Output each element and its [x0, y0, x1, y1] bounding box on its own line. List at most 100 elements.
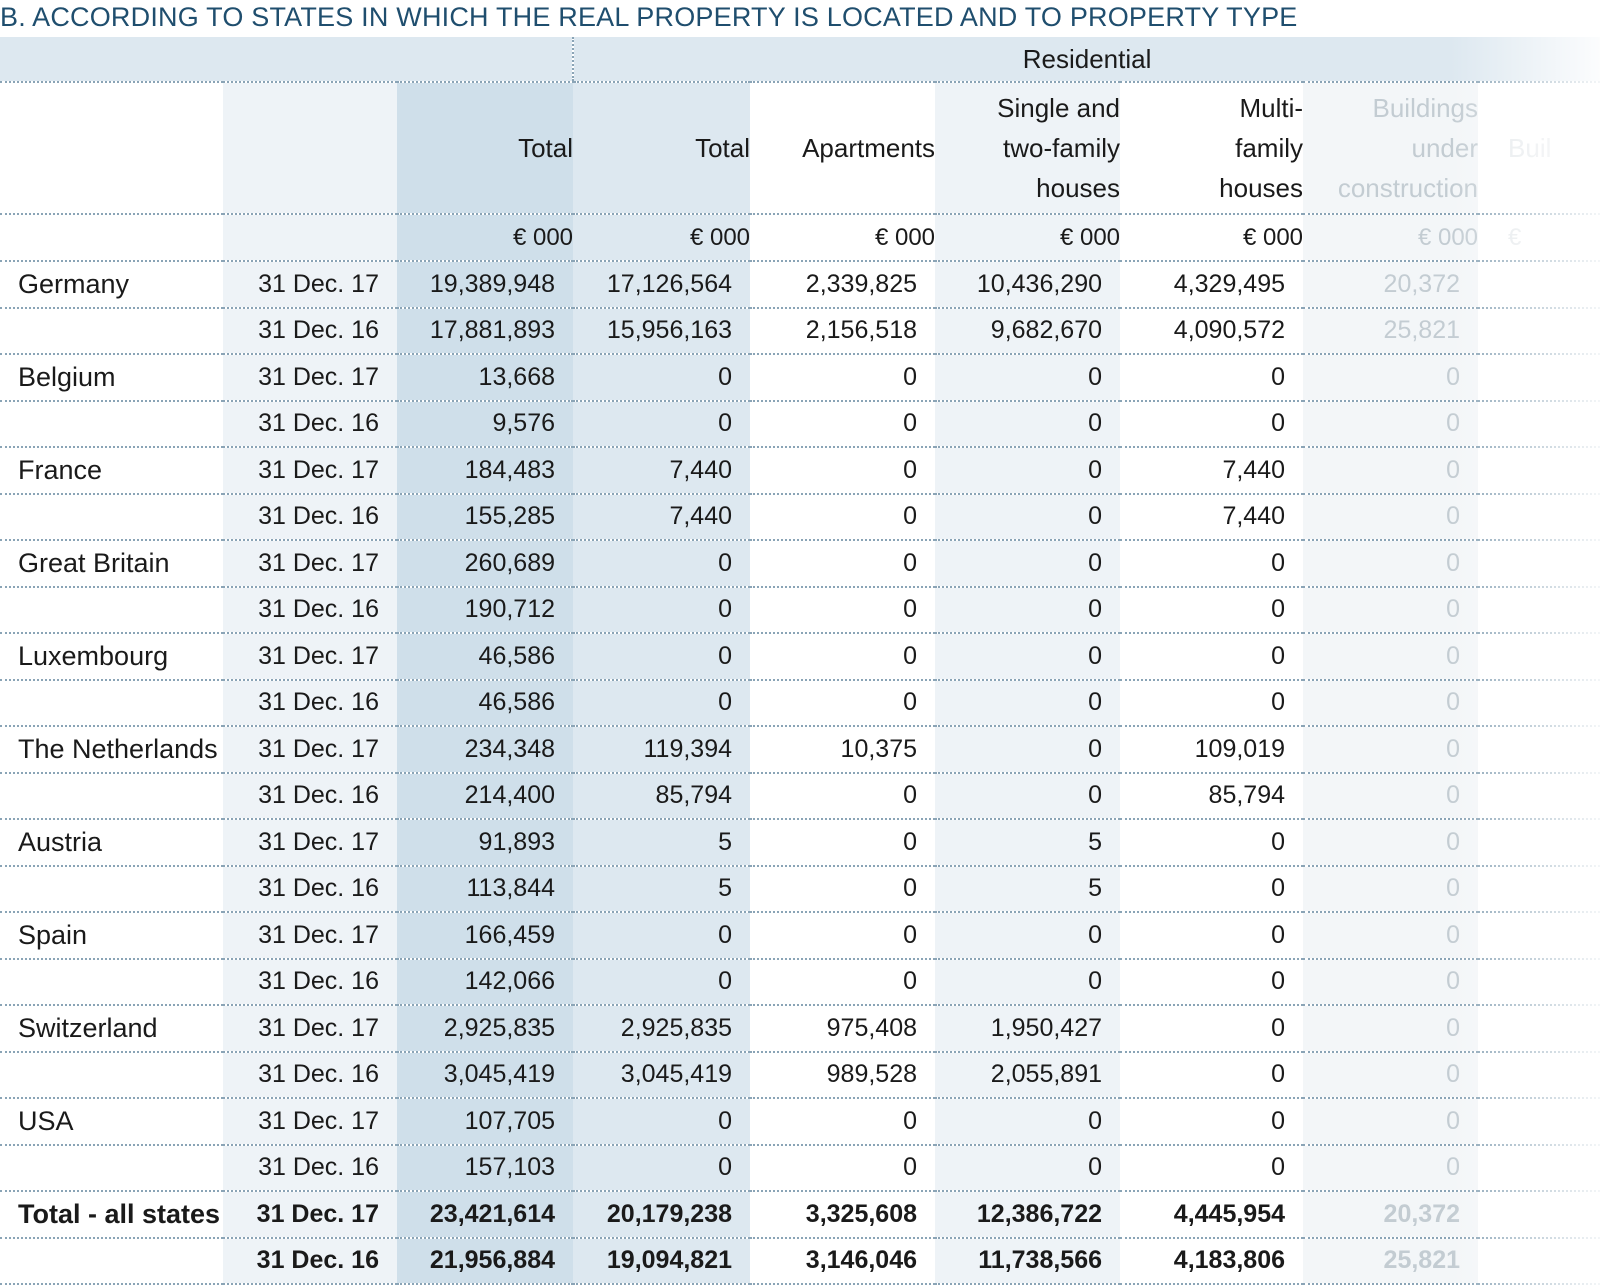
- residential-total-cell: 19,094,821: [573, 1237, 751, 1285]
- date-cell: 31 Dec. 17: [223, 912, 397, 960]
- col-header-single-l2: two-family: [1003, 133, 1121, 163]
- col-header-single-family: Single and two-family houses: [935, 82, 1121, 215]
- total-cell: 17,881,893: [397, 307, 574, 355]
- apartments-cell: 0: [750, 772, 936, 820]
- single-family-cell: 0: [935, 772, 1121, 820]
- single-family-cell: 5: [935, 865, 1121, 913]
- apartments-cell: 3,146,046: [750, 1237, 936, 1285]
- state-cell: [0, 586, 223, 634]
- cut-column-cell: [1478, 912, 1600, 960]
- single-family-cell: 0: [935, 1144, 1121, 1192]
- buildings-under-construction-cell: 0: [1303, 726, 1479, 774]
- date-cell: 31 Dec. 16: [223, 679, 397, 727]
- table-row: 31 Dec. 16 157,103 0 0 0 0 0: [0, 1144, 1600, 1192]
- apartments-cell: 0: [750, 819, 936, 867]
- total-cell: 157,103: [397, 1144, 574, 1192]
- single-family-cell: 1,950,427: [935, 1005, 1121, 1053]
- single-family-cell: 0: [935, 679, 1121, 727]
- multi-family-cell: 85,794: [1120, 772, 1304, 820]
- residential-total-cell: 0: [573, 912, 751, 960]
- single-family-cell: 0: [935, 586, 1121, 634]
- total-cell: 260,689: [397, 540, 574, 588]
- single-family-cell: 9,682,670: [935, 307, 1121, 355]
- buildings-under-construction-cell: 0: [1303, 493, 1479, 541]
- apartments-cell: 0: [750, 865, 936, 913]
- total-cell: 91,893: [397, 819, 574, 867]
- state-cell: [0, 1051, 223, 1099]
- apartments-cell: 2,156,518: [750, 307, 936, 355]
- apartments-cell: 0: [750, 912, 936, 960]
- table-row: Belgium 31 Dec. 17 13,668 0 0 0 0 0: [0, 354, 1600, 402]
- single-family-cell: 12,386,722: [935, 1191, 1121, 1239]
- state-cell: Belgium: [0, 354, 223, 402]
- single-family-cell: 0: [935, 540, 1121, 588]
- unit-total: € 000: [397, 214, 574, 262]
- state-cell: Spain: [0, 912, 223, 960]
- state-cell: Germany: [0, 261, 223, 309]
- residential-total-cell: 0: [573, 633, 751, 681]
- total-cell: 46,586: [397, 633, 574, 681]
- state-cell: Great Britain: [0, 540, 223, 588]
- cut-column-cell: [1478, 679, 1600, 727]
- apartments-cell: 0: [750, 354, 936, 402]
- cut-column-cell: [1478, 1005, 1600, 1053]
- table-row: 31 Dec. 16 190,712 0 0 0 0 0: [0, 586, 1600, 634]
- cut-column-cell: [1478, 633, 1600, 681]
- state-cell: [0, 865, 223, 913]
- cut-column-cell: [1478, 1098, 1600, 1146]
- total-cell: 155,285: [397, 493, 574, 541]
- total-cell: 23,421,614: [397, 1191, 574, 1239]
- residential-total-cell: 0: [573, 540, 751, 588]
- single-family-cell: 0: [935, 447, 1121, 495]
- residential-total-cell: 0: [573, 1144, 751, 1192]
- state-cell: Luxembourg: [0, 633, 223, 681]
- col-header-apartments: Apartments: [750, 82, 936, 215]
- table-row: 31 Dec. 16 46,586 0 0 0 0 0: [0, 679, 1600, 727]
- apartments-cell: 10,375: [750, 726, 936, 774]
- table-row: 31 Dec. 16 142,066 0 0 0 0 0: [0, 958, 1600, 1006]
- total-cell: 107,705: [397, 1098, 574, 1146]
- state-cell: [0, 1144, 223, 1192]
- table-row: 31 Dec. 16 155,285 7,440 0 0 7,440 0: [0, 493, 1600, 541]
- residential-total-cell: 15,956,163: [573, 307, 751, 355]
- date-cell: 31 Dec. 17: [223, 726, 397, 774]
- cut-column-cell: [1478, 354, 1600, 402]
- buildings-under-construction-cell: 0: [1303, 633, 1479, 681]
- col-header-cut: Buil: [1478, 82, 1600, 215]
- state-cell: USA: [0, 1098, 223, 1146]
- multi-family-cell: 0: [1120, 1144, 1304, 1192]
- residential-total-cell: 0: [573, 586, 751, 634]
- residential-total-cell: 0: [573, 1098, 751, 1146]
- col-header-cut-text: Buil: [1508, 133, 1552, 163]
- table-row: 31 Dec. 16 17,881,893 15,956,163 2,156,518 9…: [0, 307, 1600, 355]
- multi-family-cell: 0: [1120, 912, 1304, 960]
- single-family-cell: 5: [935, 819, 1121, 867]
- residential-total-cell: 20,179,238: [573, 1191, 751, 1239]
- residential-total-cell: 0: [573, 354, 751, 402]
- multi-family-cell: 0: [1120, 865, 1304, 913]
- col-header-multi-l1: Multi-: [1239, 93, 1304, 123]
- table-row: France 31 Dec. 17 184,483 7,440 0 0 7,440 0: [0, 447, 1600, 495]
- single-family-cell: 0: [935, 958, 1121, 1006]
- property-table: Residential Total Total Apartments Singl…: [0, 37, 1600, 1285]
- residential-total-cell: 0: [573, 400, 751, 448]
- date-cell: 31 Dec. 16: [223, 1144, 397, 1192]
- buildings-under-construction-cell: 0: [1303, 540, 1479, 588]
- unit-buc: € 000: [1303, 214, 1479, 262]
- date-cell: 31 Dec. 16: [223, 586, 397, 634]
- col-header-multi-l2: family: [1235, 133, 1304, 163]
- apartments-cell: 0: [750, 447, 936, 495]
- single-family-cell: 0: [935, 633, 1121, 681]
- unit-multi: € 000: [1120, 214, 1304, 262]
- cut-column-cell: [1478, 261, 1600, 309]
- buildings-under-construction-cell: 0: [1303, 819, 1479, 867]
- col-header-total: Total: [397, 82, 574, 215]
- state-cell: Total - all states: [0, 1191, 223, 1239]
- table-row: Switzerland 31 Dec. 17 2,925,835 2,925,835 9…: [0, 1005, 1600, 1053]
- state-cell: [0, 493, 223, 541]
- date-cell: 31 Dec. 16: [223, 958, 397, 1006]
- table-row: Total - all states 31 Dec. 17 23,421,614 20…: [0, 1191, 1600, 1239]
- date-cell: 31 Dec. 16: [223, 772, 397, 820]
- residential-total-cell: 17,126,564: [573, 261, 751, 309]
- multi-family-cell: 4,183,806: [1120, 1237, 1304, 1285]
